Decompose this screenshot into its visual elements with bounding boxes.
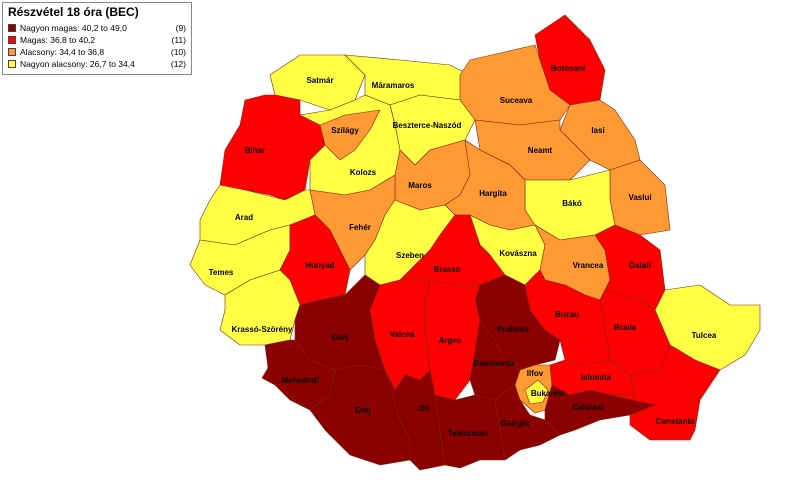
- county-label: Satmár: [306, 76, 333, 85]
- county-label: Giurgiu: [501, 419, 530, 428]
- county-label: Ilfov: [527, 369, 544, 378]
- county-label: Neamt: [528, 146, 553, 155]
- county-label: Olt: [418, 404, 429, 413]
- county-label: Temes: [209, 268, 234, 277]
- legend-item: Alacsony: 34,4 to 36,8 (10): [8, 46, 186, 58]
- county-label: Brasso: [433, 265, 460, 274]
- county-label: Calarasi: [572, 403, 603, 412]
- county-label: Kovászna: [499, 249, 537, 258]
- county-label: Tulcea: [692, 331, 717, 340]
- county-label: Prahova: [497, 325, 529, 334]
- county-label: Vrancea: [573, 261, 604, 270]
- county-label: Hunyad: [305, 261, 334, 270]
- county-constanta: [609, 344, 721, 441]
- legend-swatch: [8, 60, 16, 68]
- legend-count: (9): [175, 23, 186, 33]
- legend-count: (11): [171, 35, 187, 45]
- legend-count: (10): [170, 47, 186, 57]
- legend-swatch: [8, 24, 16, 32]
- legend-swatch: [8, 48, 16, 56]
- county-label: Dambovita: [474, 359, 515, 368]
- county-krassó-szörény: [219, 269, 301, 346]
- county-label: Szeben: [396, 251, 424, 260]
- county-label: Gorj: [332, 333, 348, 342]
- county-label: Valcea: [390, 330, 415, 339]
- county-label: Maros: [408, 181, 432, 190]
- county-label: Máramaros: [372, 81, 415, 90]
- county-label: Fehér: [349, 223, 371, 232]
- county-label: Krassó-Szörény: [232, 325, 293, 334]
- county-label: Galati: [629, 261, 651, 270]
- legend-title: Részvétel 18 óra (BEC): [8, 5, 139, 19]
- legend-item: Nagyon magas: 40,2 to 49,0 (9): [8, 22, 186, 34]
- legend-label: Nagyon alacsony: 26,7 to 34,4: [20, 59, 135, 69]
- county-shapes: [189, 14, 761, 471]
- legend-item: Nagyon alacsony: 26,7 to 34,4 (12): [8, 58, 186, 70]
- county-label: Braila: [614, 323, 637, 332]
- county-label: Botosani: [551, 64, 585, 73]
- legend-item: Magas: 36,8 to 40,2 (11): [8, 34, 186, 46]
- county-label: Vaslui: [628, 193, 651, 202]
- legend-count: (12): [170, 59, 186, 69]
- county-label: Bukarest: [531, 389, 566, 398]
- county-label: Beszterce-Naszód: [393, 121, 462, 130]
- county-label: Kolozs: [350, 168, 377, 177]
- county-label: Iasi: [591, 126, 604, 135]
- county-label: Dolj: [355, 406, 370, 415]
- legend-label: Alacsony: 34,4 to 36,8: [20, 47, 105, 57]
- county-bihar: [219, 94, 326, 201]
- county-label: Bihar: [245, 146, 265, 155]
- county-label: Bákó: [562, 199, 582, 208]
- county-label: Buzau: [555, 310, 579, 319]
- county-szilágy: [319, 109, 381, 161]
- legend-label: Nagyon magas: 40,2 to 49,0: [20, 23, 127, 33]
- county-label: Mehedinti: [281, 376, 318, 385]
- county-label: Szilágy: [331, 126, 359, 135]
- county-label: Arges: [439, 336, 462, 345]
- legend-label: Magas: 36,8 to 40,2: [20, 35, 96, 45]
- county-label: Hargita: [479, 189, 507, 198]
- county-label: Ialomita: [581, 373, 612, 382]
- county-label: Teleorman: [448, 429, 488, 438]
- county-label: Arad: [235, 213, 253, 222]
- county-label: Constanta: [655, 417, 695, 426]
- county-labels: Satmár Máramaros Botosani Suceava Iasi Neamt V…: [209, 64, 717, 438]
- county-bukarest: [524, 379, 549, 405]
- legend: Részvétel 18 óra (BEC) Nagyon magas: 40,…: [2, 2, 192, 75]
- legend-swatch: [8, 36, 16, 44]
- county-label: Suceava: [500, 96, 533, 105]
